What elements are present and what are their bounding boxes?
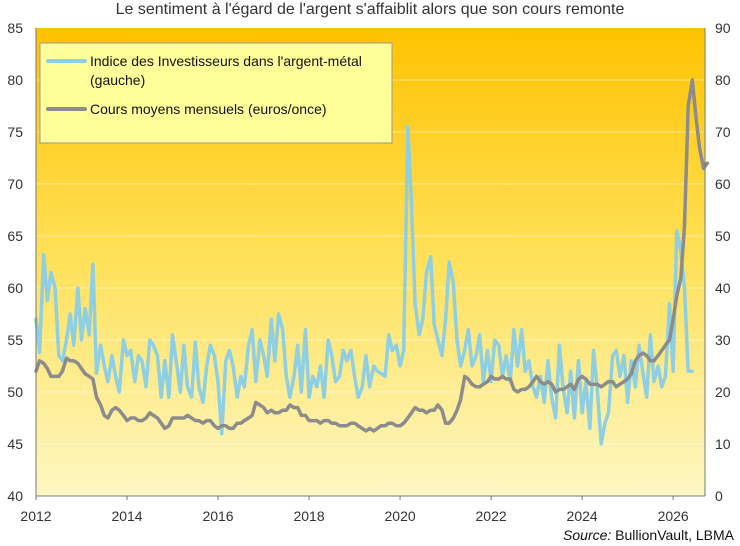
left-tick-label: 55 — [7, 332, 23, 348]
right-tick-label: 40 — [715, 280, 731, 296]
left-axis-ticks: 40 45 50 55 60 65 70 75 80 85 — [7, 20, 23, 504]
left-tick-label: 75 — [7, 124, 23, 140]
right-tick-label: 60 — [715, 176, 731, 192]
x-axis-ticks: 2012 2014 2016 2018 2020 2022 2024 2026 — [20, 496, 689, 524]
left-tick-label: 85 — [7, 20, 23, 36]
x-tick-label: 2014 — [111, 508, 142, 524]
legend-label-price: Cours moyens mensuels (euros/once) — [90, 101, 327, 117]
legend-label-index-line: (gauche) — [90, 72, 145, 88]
left-tick-label: 65 — [7, 228, 23, 244]
series-layer — [34, 78, 710, 446]
legend-box — [39, 42, 393, 144]
x-tick-label: 2026 — [658, 508, 689, 524]
x-tick-label: 2018 — [293, 508, 324, 524]
right-tick-label: 0 — [715, 488, 723, 504]
right-tick-label: 10 — [715, 436, 731, 452]
chart-title: Le sentiment à l'égard de l'argent s'aff… — [115, 1, 625, 18]
x-tick-label: 2012 — [20, 508, 51, 524]
left-tick-label: 45 — [7, 436, 23, 452]
right-tick-label: 90 — [715, 20, 731, 36]
x-tick-label: 2020 — [385, 508, 416, 524]
x-tick-label: 2024 — [567, 508, 598, 524]
left-tick-label: 70 — [7, 176, 23, 192]
series-line-investor-index — [34, 125, 695, 446]
right-tick-label: 20 — [715, 384, 731, 400]
left-tick-label: 80 — [7, 72, 23, 88]
x-tick-label: 2016 — [202, 508, 233, 524]
left-tick-label: 60 — [7, 280, 23, 296]
right-tick-label: 50 — [715, 228, 731, 244]
legend-label-index: Indice des Investisseurs dans l'argent-m… — [90, 53, 362, 88]
left-tick-label: 50 — [7, 384, 23, 400]
right-tick-label: 70 — [715, 124, 731, 140]
source-text: BullionVault, LBMA — [611, 527, 734, 543]
source-label: Source: — [563, 527, 612, 543]
source-note: Source: BullionVault, LBMA — [563, 527, 734, 543]
x-tick-label: 2022 — [476, 508, 507, 524]
legend: Indice des Investisseurs dans l'argent-m… — [39, 42, 393, 144]
right-axis-ticks: 0 10 20 30 40 50 60 70 80 90 — [715, 20, 731, 504]
left-tick-label: 40 — [7, 488, 23, 504]
series-line-monthly-price — [34, 78, 710, 433]
right-tick-label: 30 — [715, 332, 731, 348]
right-tick-label: 80 — [715, 72, 731, 88]
legend-label-index-line: Indice des Investisseurs dans l'argent-m… — [90, 53, 362, 69]
